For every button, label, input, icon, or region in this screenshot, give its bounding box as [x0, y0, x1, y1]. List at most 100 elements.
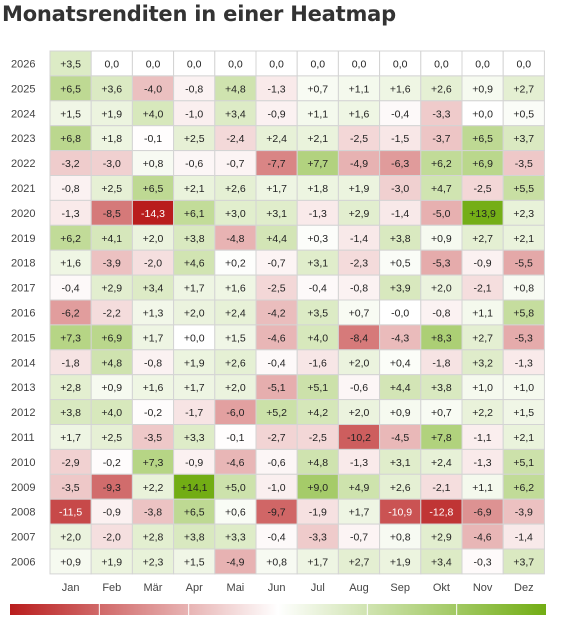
cell-value-label: +1,0 [513, 382, 534, 394]
cell-value-label: +0,9 [60, 556, 81, 568]
cell-value-label: -0,2 [144, 407, 162, 419]
cell-value-label: +6,2 [60, 233, 81, 245]
cell-value-label: +0,5 [513, 108, 534, 120]
cell-value-label: -4,2 [268, 307, 286, 319]
heatmap-cell [420, 523, 463, 550]
cell-value-label: -1,3 [515, 357, 533, 369]
cell-value-label: +1,7 [349, 507, 370, 519]
cell-value-label: -8,5 [103, 208, 121, 220]
cell-value-label: +2,0 [431, 283, 452, 295]
cell-value-label: +1,9 [390, 556, 411, 568]
cell-value-label: -1,3 [309, 208, 327, 220]
cell-value-label: -4,6 [268, 332, 286, 344]
cell-value-label: +0,6 [225, 507, 246, 519]
heatmap-cell [131, 125, 175, 152]
heatmap-cell [337, 50, 381, 77]
heatmap-cell [502, 75, 545, 102]
cell-value-label: +0,4 [390, 357, 411, 369]
cell-value-label: +2,8 [60, 382, 81, 394]
cell-value-label: +1,5 [513, 407, 534, 419]
cell-value-label: +2,1 [184, 183, 205, 195]
heatmap-cell [255, 75, 298, 102]
cell-value-label: -0,7 [268, 258, 286, 270]
cell-value-label: -2,5 [350, 133, 368, 145]
x-tick-label: Apr [186, 582, 203, 594]
cell-value-label: -3,5 [62, 482, 80, 494]
cell-value-label: +6,2 [431, 158, 452, 170]
cell-value-label: -5,3 [515, 332, 533, 344]
cell-value-label: -4,0 [144, 83, 162, 95]
cell-value-label: -0,4 [268, 357, 286, 369]
cell-value-label: +1,7 [184, 283, 205, 295]
heatmap-cell [255, 150, 298, 177]
cell-value-label: +2,6 [225, 183, 246, 195]
heatmap-cell [296, 448, 339, 475]
cell-value-label: -4,9 [350, 158, 368, 170]
heatmap-cell [420, 548, 463, 575]
cell-value-label: -1,4 [350, 233, 368, 245]
cell-value-label: -1,0 [185, 108, 203, 120]
cell-value-label: +5,8 [513, 307, 534, 319]
cell-value-label: -5,0 [432, 208, 450, 220]
cell-value-label: -5,1 [268, 382, 286, 394]
cell-value-label: -0,6 [350, 382, 368, 394]
cell-value-label: +1,7 [143, 332, 164, 344]
heatmap-cell [255, 498, 298, 525]
heatmap-cell [90, 224, 133, 251]
heatmap-cell [255, 548, 298, 575]
cell-value-label: -6,9 [474, 507, 492, 519]
cell-value-label: +1,7 [307, 556, 328, 568]
cell-value-label: 0,0 [352, 58, 367, 70]
heatmap-cell [420, 324, 463, 351]
cell-value-label: +3,8 [184, 532, 205, 544]
heatmap-cell [214, 548, 257, 575]
heatmap-cell [502, 523, 545, 550]
cell-value-label: -0,2 [103, 457, 121, 469]
heatmap-cell [337, 175, 381, 201]
cell-value-label: +2,0 [143, 233, 164, 245]
heatmap-cell [337, 150, 381, 177]
cell-value-label: -0,8 [350, 283, 368, 295]
cell-value-label: 0,0 [146, 58, 161, 70]
cell-value-label: +1,6 [390, 83, 411, 95]
cell-value-label: -1,5 [391, 133, 409, 145]
heatmap-cell [173, 199, 216, 226]
cell-value-label: +1,6 [60, 258, 81, 270]
cell-value-label: -2,1 [432, 482, 450, 494]
cell-value-label: -6,0 [226, 407, 244, 419]
heatmap-cell [214, 175, 257, 201]
x-tick-label: Jun [268, 582, 286, 594]
heatmap-cell [49, 100, 92, 127]
heatmap-cell [173, 448, 216, 475]
heatmap-cell [296, 523, 339, 550]
cell-value-label: +2,0 [349, 407, 370, 419]
cell-value-label: +1,9 [101, 556, 122, 568]
heatmap-cell [214, 125, 257, 152]
cell-value-label: -0,7 [350, 532, 368, 544]
cell-value-label: +1,6 [349, 108, 370, 120]
cell-value-label: +0,3 [307, 233, 328, 245]
heatmap-cell [90, 175, 133, 201]
x-tick-label: Aug [349, 582, 369, 594]
heatmap-cell [49, 150, 92, 177]
cell-value-label: +1,7 [266, 183, 287, 195]
cell-value-label: +2,3 [143, 556, 164, 568]
cell-value-label: +0,7 [307, 83, 328, 95]
heatmap-cell [461, 399, 504, 426]
cell-value-label: +2,5 [101, 183, 122, 195]
heatmap-cell [90, 50, 133, 77]
heatmap-cell [214, 349, 257, 376]
cell-value-label: +0,0 [184, 332, 205, 344]
cell-value-label: +3,4 [143, 283, 164, 295]
heatmap-cell [255, 523, 298, 550]
cell-value-label: -5,3 [432, 258, 450, 270]
heatmap-cell [131, 473, 175, 500]
y-tick-label: 2015 [11, 332, 35, 344]
cell-value-label: +7,8 [431, 432, 452, 444]
heatmap-cell [461, 523, 504, 550]
cell-value-label: -0,6 [268, 457, 286, 469]
y-tick-label: 2017 [11, 283, 35, 295]
heatmap-cell [502, 224, 545, 251]
heatmap-cell [420, 374, 463, 401]
y-tick-label: 2007 [11, 532, 35, 544]
